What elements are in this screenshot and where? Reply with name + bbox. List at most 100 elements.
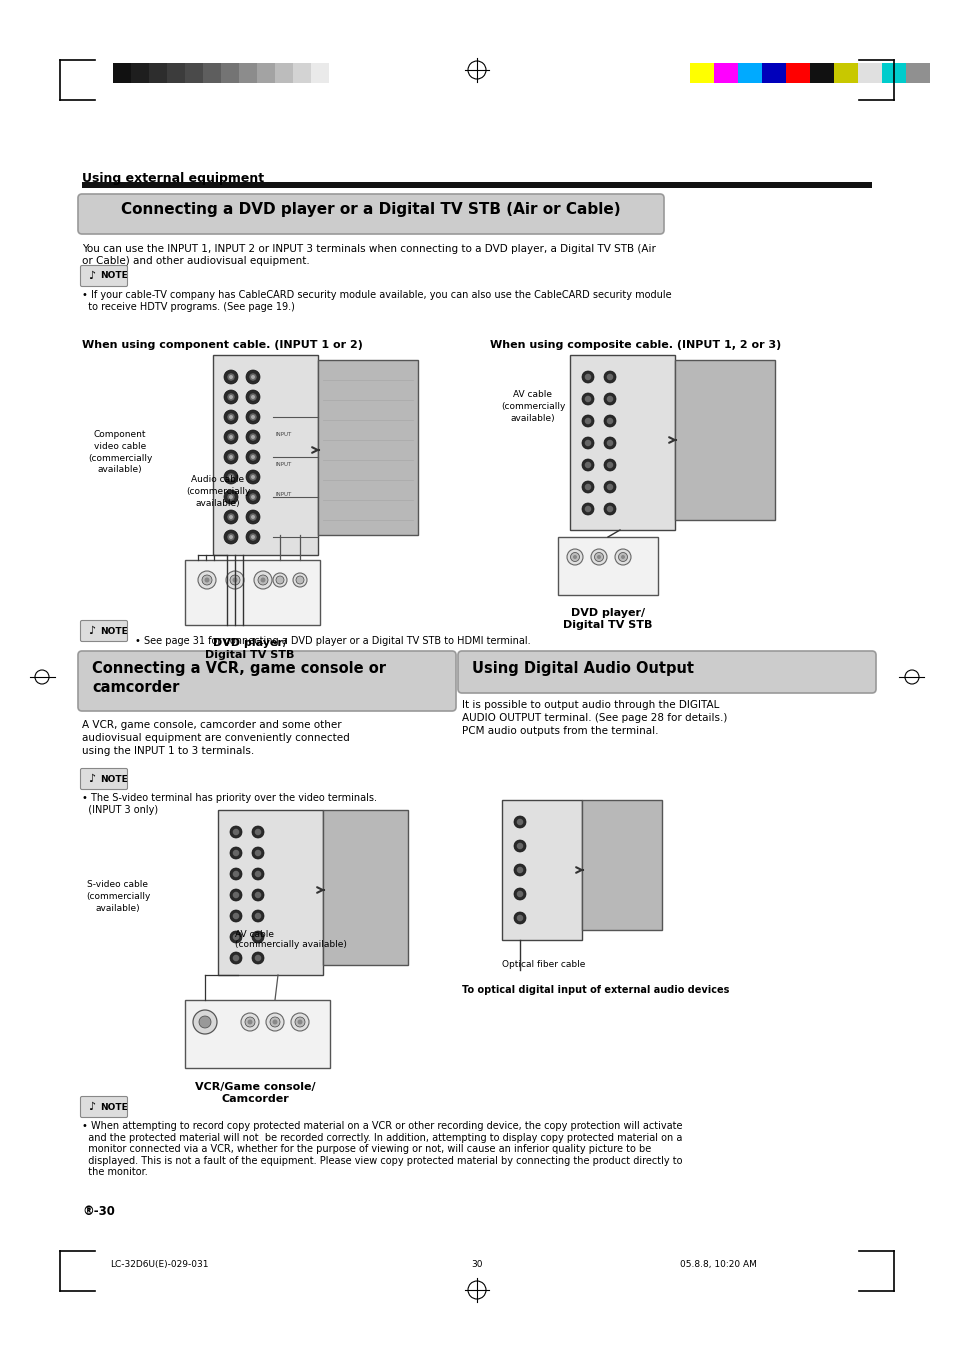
Circle shape [603,415,616,427]
Circle shape [233,912,239,920]
Circle shape [251,476,254,480]
Text: When using composite cable. (INPUT 1, 2 or 3): When using composite cable. (INPUT 1, 2 … [490,340,781,350]
Bar [213,355,317,555]
Circle shape [230,931,242,943]
Circle shape [584,373,591,381]
Circle shape [294,1017,305,1027]
Circle shape [229,435,233,439]
Circle shape [249,534,256,540]
Circle shape [606,439,613,446]
FancyBboxPatch shape [78,195,663,234]
Bar [738,63,761,82]
Circle shape [251,435,254,439]
Circle shape [246,470,260,484]
Circle shape [291,1013,309,1031]
Circle shape [581,459,594,471]
Bar [218,811,323,975]
Circle shape [606,417,613,424]
Circle shape [584,505,591,512]
Circle shape [224,390,237,404]
Circle shape [224,450,237,463]
FancyBboxPatch shape [80,769,128,789]
Circle shape [229,535,233,539]
Circle shape [516,866,523,874]
Circle shape [584,417,591,424]
Text: NOTE: NOTE [100,774,128,784]
Bar [131,63,149,82]
Circle shape [606,396,613,403]
Circle shape [241,1013,258,1031]
Text: To optical digital input of external audio devices: To optical digital input of external aud… [461,985,729,994]
Circle shape [227,413,234,422]
Text: INPUT: INPUT [275,462,292,467]
Circle shape [581,372,594,382]
FancyBboxPatch shape [80,266,128,286]
Bar [581,800,661,929]
Text: Component
video cable
(commercially
available): Component video cable (commercially avai… [88,430,152,474]
Circle shape [252,889,264,901]
Circle shape [224,430,237,444]
Text: • See page 31 for connecting a DVD player or a Digital TV STB to HDMI terminal.: • See page 31 for connecting a DVD playe… [135,636,530,646]
Text: NOTE: NOTE [100,272,128,281]
Bar [689,63,713,82]
Circle shape [227,453,234,461]
Circle shape [230,911,242,921]
Text: • When attempting to record copy protected material on a VCR or other recording : • When attempting to record copy protect… [82,1121,681,1178]
Circle shape [606,484,613,490]
Bar [713,63,738,82]
Circle shape [227,393,234,401]
Circle shape [254,912,261,920]
Circle shape [581,481,594,493]
Circle shape [252,847,264,859]
Circle shape [229,455,233,459]
Circle shape [224,370,237,384]
Bar [785,63,809,82]
Circle shape [251,535,254,539]
Circle shape [581,415,594,427]
Circle shape [260,577,265,582]
Text: AV cable
(commercially available): AV cable (commercially available) [234,929,347,950]
Circle shape [254,828,261,835]
Circle shape [193,1011,216,1034]
Circle shape [229,376,233,380]
Circle shape [251,494,254,499]
Bar [905,63,929,82]
Text: ♪: ♪ [88,626,95,636]
Circle shape [224,509,237,524]
Bar [112,63,131,82]
Circle shape [229,494,233,499]
Circle shape [514,912,525,924]
Bar [149,63,167,82]
Circle shape [229,515,233,519]
Text: NOTE: NOTE [100,1102,128,1112]
Text: ♪: ♪ [88,1102,95,1112]
Circle shape [570,553,578,562]
Bar [185,63,203,82]
Bar [317,359,417,535]
Bar [558,536,658,594]
Circle shape [254,870,261,878]
Circle shape [584,439,591,446]
Text: You can use the INPUT 1, INPUT 2 or INPUT 3 terminals when connecting to a DVD p: You can use the INPUT 1, INPUT 2 or INPU… [82,245,656,266]
Circle shape [251,515,254,519]
Circle shape [514,816,525,828]
Text: 30: 30 [471,1260,482,1269]
Circle shape [249,393,256,401]
Circle shape [254,934,261,940]
Circle shape [603,481,616,493]
Bar [675,359,774,520]
Text: ♪: ♪ [88,272,95,281]
Circle shape [233,892,239,898]
Text: LC-32D6U(E)-029-031: LC-32D6U(E)-029-031 [110,1260,209,1269]
Circle shape [603,436,616,449]
Circle shape [229,415,233,419]
FancyBboxPatch shape [80,1097,128,1117]
Circle shape [516,915,523,921]
Text: ®-30: ®-30 [82,1205,114,1219]
Circle shape [233,955,239,962]
Circle shape [224,409,237,424]
Text: Connecting a VCR, game console or
camcorder: Connecting a VCR, game console or camcor… [91,661,386,694]
Circle shape [226,571,244,589]
Circle shape [246,490,260,504]
Circle shape [251,394,254,399]
